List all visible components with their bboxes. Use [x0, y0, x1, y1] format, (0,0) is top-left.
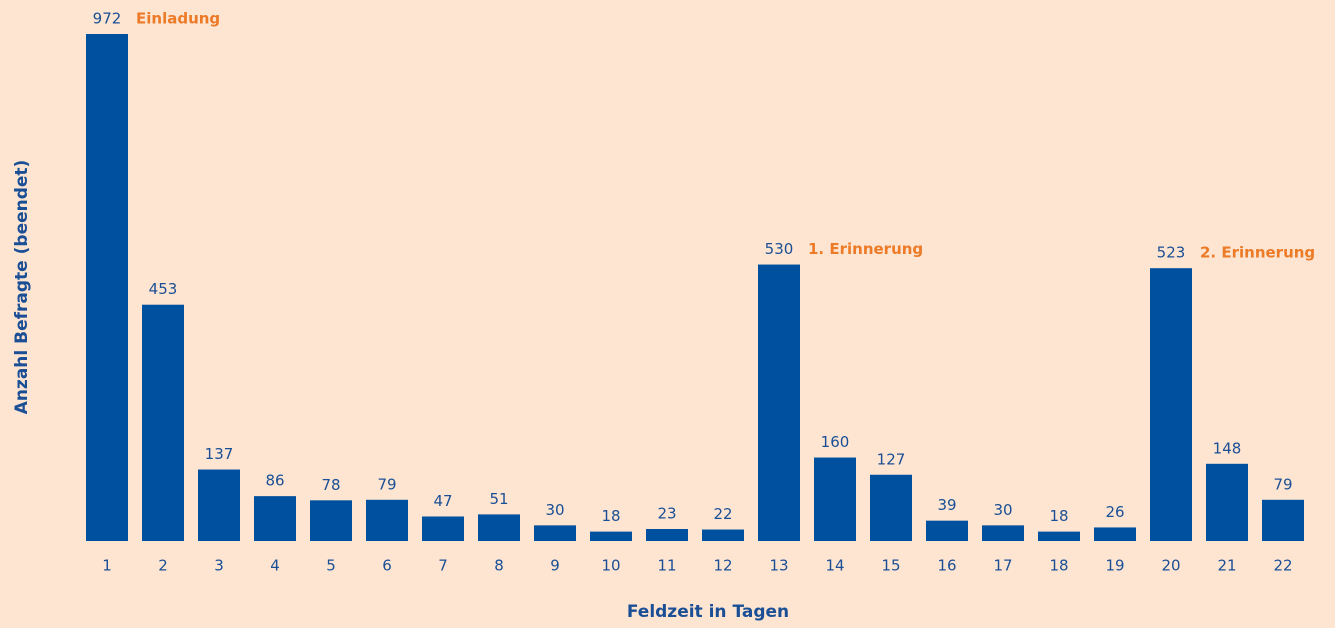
bar — [198, 469, 240, 541]
y-axis-title: Anzahl Befragte (beendet) — [12, 160, 32, 415]
value-label: 137 — [205, 445, 234, 463]
bar — [1262, 499, 1304, 541]
bar — [1150, 268, 1192, 541]
value-label: 47 — [433, 492, 452, 510]
x-tick-label: 20 — [1161, 557, 1180, 575]
x-tick-label: 13 — [769, 557, 788, 575]
value-label: 79 — [1273, 475, 1292, 493]
x-tick-label: 21 — [1217, 557, 1236, 575]
x-tick-label: 7 — [438, 557, 448, 575]
bar — [870, 474, 912, 541]
x-tick-label: 11 — [657, 557, 676, 575]
bar — [646, 529, 688, 541]
value-label: 530 — [765, 240, 794, 258]
annotation: 2. Erinnerung — [1200, 244, 1315, 262]
value-label: 39 — [937, 496, 956, 514]
value-label: 30 — [545, 501, 564, 519]
value-label: 18 — [601, 507, 620, 525]
value-label: 78 — [321, 476, 340, 494]
value-label: 160 — [821, 433, 850, 451]
bar — [86, 34, 128, 542]
x-tick-label: 19 — [1105, 557, 1124, 575]
value-label: 523 — [1157, 244, 1186, 262]
bar — [1038, 531, 1080, 541]
x-tick-label: 6 — [382, 557, 392, 575]
bar — [758, 264, 800, 541]
x-tick-label: 9 — [550, 557, 560, 575]
x-tick-label: 22 — [1273, 557, 1292, 575]
value-label: 972 — [93, 10, 122, 28]
value-label: 30 — [993, 501, 1012, 519]
annotation: 1. Erinnerung — [808, 240, 923, 258]
value-label: 86 — [265, 472, 284, 490]
bar — [478, 514, 520, 541]
value-label: 127 — [877, 450, 906, 468]
x-tick-label: 14 — [825, 557, 844, 575]
bar — [590, 531, 632, 541]
bar — [1206, 463, 1248, 541]
x-tick-label: 12 — [713, 557, 732, 575]
x-tick-label: 3 — [214, 557, 224, 575]
bar — [366, 499, 408, 541]
x-tick-label: 5 — [326, 557, 336, 575]
x-tick-label: 17 — [993, 557, 1012, 575]
value-label: 51 — [489, 490, 508, 508]
x-tick-label: 16 — [937, 557, 956, 575]
value-label: 453 — [149, 280, 178, 298]
value-label: 22 — [713, 505, 732, 523]
x-tick-label: 15 — [881, 557, 900, 575]
bar — [814, 457, 856, 541]
bar — [142, 304, 184, 541]
x-axis-title: Feldzeit in Tagen — [627, 602, 789, 622]
annotation: Einladung — [136, 10, 220, 28]
bar — [422, 516, 464, 541]
x-tick-label: 10 — [601, 557, 620, 575]
value-label: 23 — [657, 505, 676, 523]
value-label: 148 — [1213, 439, 1242, 457]
x-tick-label: 2 — [158, 557, 168, 575]
value-label: 26 — [1105, 503, 1124, 521]
value-label: 18 — [1049, 507, 1068, 525]
x-tick-label: 4 — [270, 557, 280, 575]
bar — [926, 520, 968, 541]
value-label: 79 — [377, 475, 396, 493]
x-tick-label: 18 — [1049, 557, 1068, 575]
x-tick-label: 1 — [102, 557, 112, 575]
bar — [702, 529, 744, 541]
x-tick-label: 8 — [494, 557, 504, 575]
bar — [310, 500, 352, 541]
bar — [1094, 527, 1136, 541]
bar — [982, 525, 1024, 541]
bar — [534, 525, 576, 541]
bar — [254, 496, 296, 541]
